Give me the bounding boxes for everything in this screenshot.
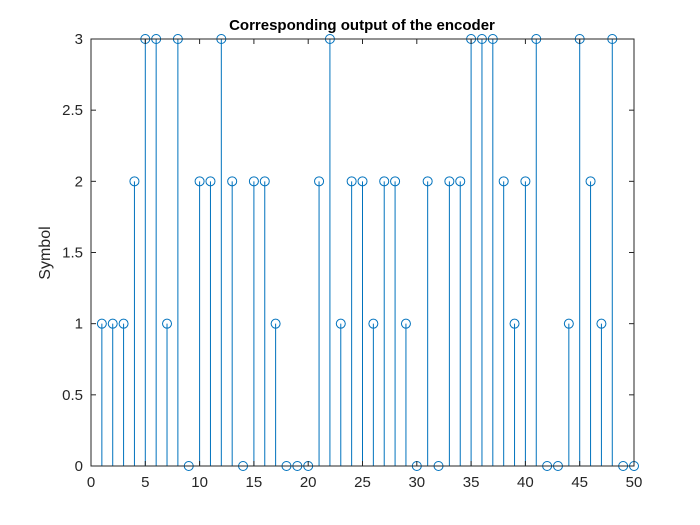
- stem-marker: [314, 176, 325, 187]
- x-tick-label: 45: [571, 474, 588, 491]
- stem-marker: [498, 176, 509, 187]
- chart-title: Corresponding output of the encoder: [229, 17, 495, 34]
- stem-marker: [357, 176, 368, 187]
- stem-marker: [129, 176, 140, 187]
- x-tick-label: 5: [141, 474, 149, 491]
- stem-marker: [509, 318, 520, 329]
- stem-marker: [227, 176, 238, 187]
- x-ticks-group: 0 5 10 15 20 25 30 35 40 45 50: [87, 39, 643, 491]
- y-tick-label: 2: [75, 173, 83, 190]
- stem-marker: [248, 176, 259, 187]
- y-tick-label: 2.5: [62, 102, 83, 119]
- stem-marker: [400, 318, 411, 329]
- stem-marker: [118, 318, 129, 329]
- y-tick-label: 0.5: [62, 387, 83, 404]
- stem-marker: [368, 318, 379, 329]
- y-axis-label: Symbol: [37, 226, 54, 279]
- stem-marker: [455, 176, 466, 187]
- x-tick-label: 25: [354, 474, 371, 491]
- stem-marker: [259, 176, 270, 187]
- stem-marker: [205, 176, 216, 187]
- x-tick-label: 30: [408, 474, 425, 491]
- stem-marker: [270, 318, 281, 329]
- stem-marker: [346, 176, 357, 187]
- stem-marker: [96, 318, 107, 329]
- y-tick-label: 1: [75, 316, 83, 333]
- stem-marker: [585, 176, 596, 187]
- x-tick-label: 35: [463, 474, 480, 491]
- stem-marker: [335, 318, 346, 329]
- stem-marker: [563, 318, 574, 329]
- y-tick-label: 1.5: [62, 245, 83, 262]
- stem-marker: [379, 176, 390, 187]
- y-tick-label: 3: [75, 31, 83, 48]
- stem-marker: [162, 318, 173, 329]
- stem-marker: [596, 318, 607, 329]
- stems-group: [101, 39, 613, 466]
- stem-marker: [107, 318, 118, 329]
- x-tick-label: 10: [191, 474, 208, 491]
- stem-marker: [390, 176, 401, 187]
- y-tick-label: 0: [75, 458, 83, 475]
- x-tick-label: 15: [246, 474, 263, 491]
- stem-marker: [444, 176, 455, 187]
- x-tick-label: 50: [626, 474, 643, 491]
- x-tick-label: 20: [300, 474, 317, 491]
- y-ticks-group: 0 0.5 1 1.5 2 2.5 3: [62, 31, 634, 475]
- stem-marker: [422, 176, 433, 187]
- x-tick-label: 40: [517, 474, 534, 491]
- stem-marker: [194, 176, 205, 187]
- stem-marker: [520, 176, 531, 187]
- x-tick-label: 0: [87, 474, 95, 491]
